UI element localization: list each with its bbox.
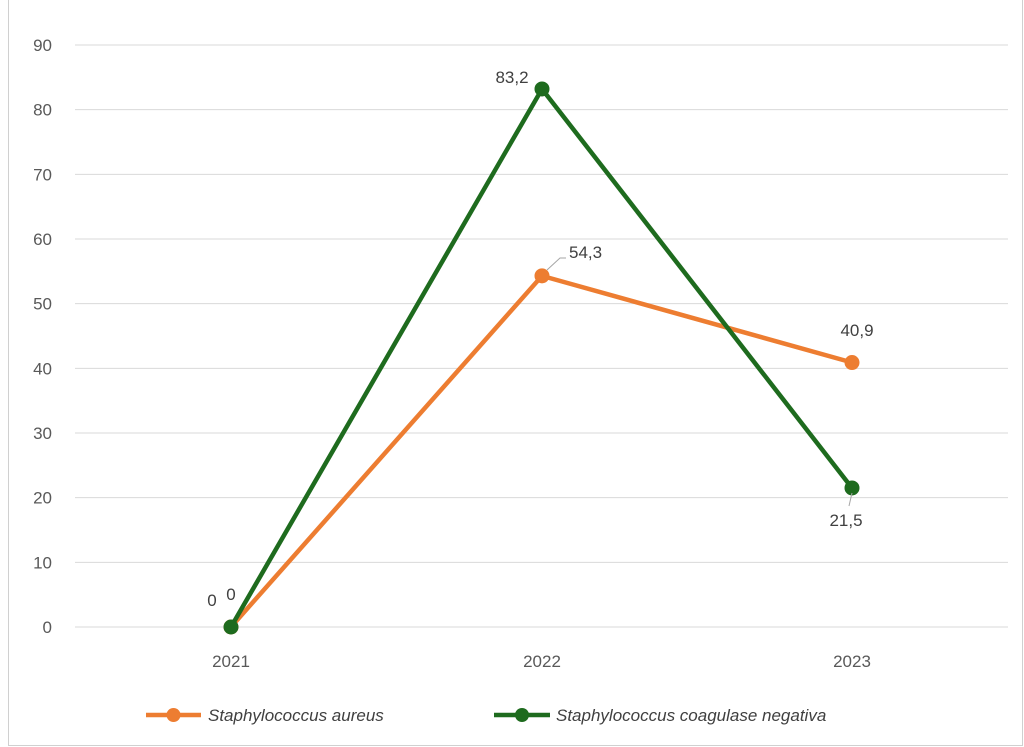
data-point <box>844 355 860 371</box>
x-axis: 2021 2022 2023 <box>212 652 871 671</box>
series-staphylococcus-coagulase-negativa <box>223 81 860 635</box>
legend-marker <box>166 708 181 722</box>
y-tick-label: 70 <box>33 165 52 184</box>
y-tick-label: 0 <box>43 618 52 637</box>
y-tick-label: 20 <box>33 489 52 508</box>
y-tick-label: 90 <box>33 36 52 55</box>
data-label: 21,5 <box>829 511 862 530</box>
y-tick-label: 50 <box>33 295 52 314</box>
data-label: 54,3 <box>569 243 602 262</box>
y-tick-label: 40 <box>33 359 52 378</box>
data-label: 83,2 <box>495 68 528 87</box>
x-tick-label: 2023 <box>833 652 871 671</box>
data-label: 40,9 <box>840 321 873 340</box>
x-tick-label: 2021 <box>212 652 250 671</box>
legend-marker <box>515 708 529 722</box>
data-label: 0 <box>226 585 235 604</box>
data-point <box>534 81 550 97</box>
y-axis: 0 10 20 30 40 50 60 70 80 90 <box>33 36 52 637</box>
leader-line <box>848 492 853 507</box>
y-tick-label: 10 <box>33 553 52 572</box>
gridlines <box>75 44 1008 628</box>
data-label: 0 <box>207 591 216 610</box>
series-line <box>229 84 854 629</box>
legend-item: Staphylococcus aureus <box>146 706 384 725</box>
legend-label: Staphylococcus coagulase negativa <box>556 706 826 725</box>
y-tick-label: 80 <box>33 101 52 120</box>
data-point <box>844 480 860 496</box>
data-point <box>223 619 239 635</box>
chart-frame <box>8 0 1023 746</box>
y-tick-label: 60 <box>33 230 52 249</box>
x-tick-label: 2022 <box>523 652 561 671</box>
data-point <box>534 268 550 284</box>
legend-item: Staphylococcus coagulase negativa <box>494 706 826 725</box>
legend-label: Staphylococcus aureus <box>208 706 384 725</box>
leader-line <box>546 257 566 271</box>
series-line <box>229 273 853 629</box>
legend: Staphylococcus aureus Staphylococcus coag… <box>146 706 826 725</box>
series-staphylococcus-aureus <box>223 268 860 635</box>
y-tick-label: 30 <box>33 424 52 443</box>
data-labels: 0 54,3 40,9 0 83,2 21,5 <box>207 68 873 610</box>
